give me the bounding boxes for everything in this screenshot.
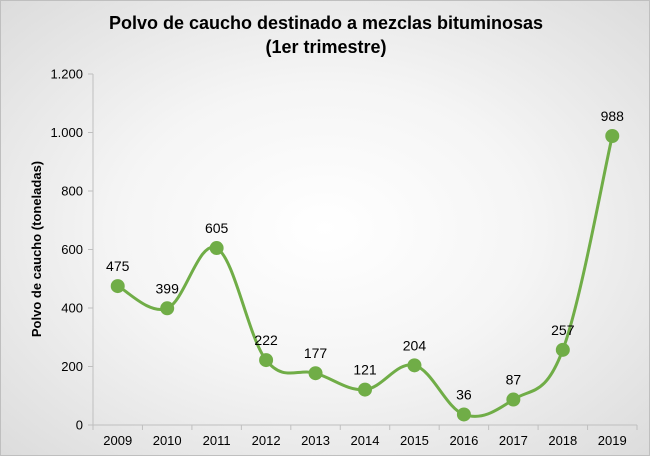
y-axis-title: Polvo de caucho (toneladas) (29, 161, 44, 337)
data-label: 399 (156, 280, 180, 296)
data-label: 222 (254, 332, 278, 348)
chart-title: Polvo de caucho destinado a mezclas bitu… (109, 13, 543, 33)
y-tick-label: 200 (61, 359, 83, 374)
data-point (605, 129, 620, 144)
x-tick-label: 2018 (548, 433, 577, 448)
data-label: 36 (456, 386, 472, 402)
chart-subtitle: (1er trimestre) (265, 37, 386, 57)
x-tick-label: 2015 (400, 433, 429, 448)
data-label: 605 (205, 220, 229, 236)
data-point (160, 301, 175, 316)
data-label: 121 (353, 362, 377, 378)
y-tick-label: 1.200 (50, 67, 83, 82)
data-point (259, 353, 274, 368)
data-point (555, 342, 570, 357)
y-tick-label: 0 (76, 418, 83, 433)
y-tick-label: 600 (61, 242, 83, 257)
y-tick-label: 1.000 (50, 125, 83, 140)
data-point (209, 241, 224, 256)
plot-area: 0 200 400 600 800 1.000 1.200 2009 2010 2011 2012 2… (50, 67, 638, 448)
x-tick-label: 2017 (499, 433, 528, 448)
y-tick-label: 400 (61, 301, 83, 316)
data-label: 87 (506, 372, 522, 388)
x-tick-label: 2014 (351, 433, 380, 448)
x-tick-label: 2010 (153, 433, 182, 448)
data-point (358, 382, 372, 397)
x-tick-label: 2013 (301, 433, 330, 448)
x-tick-label: 2009 (103, 433, 132, 448)
x-tick-label: 2011 (203, 433, 231, 448)
data-label: 475 (106, 258, 130, 274)
data-point (308, 366, 323, 381)
data-point (506, 392, 521, 407)
data-point (456, 407, 471, 422)
y-tick-label: 800 (61, 184, 83, 199)
data-point (110, 279, 125, 294)
x-tick-label: 2012 (252, 433, 281, 448)
data-point (407, 358, 422, 373)
data-label: 204 (403, 337, 427, 353)
x-tick-label: 2016 (449, 433, 478, 448)
data-label: 257 (551, 322, 575, 338)
data-label: 177 (304, 345, 328, 361)
x-tick-label: 2019 (598, 433, 627, 448)
data-label: 988 (601, 108, 625, 124)
